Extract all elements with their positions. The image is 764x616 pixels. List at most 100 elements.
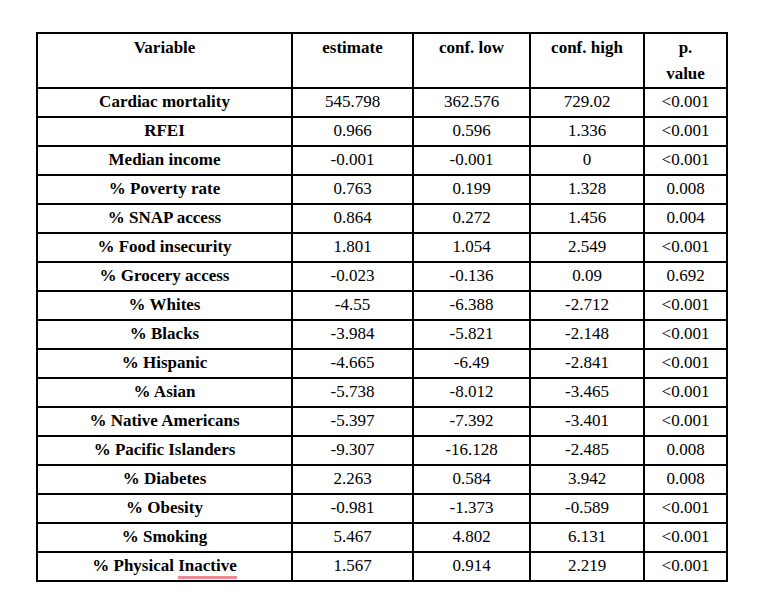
table-row: Median income-0.001-0.0010<0.001	[37, 146, 727, 175]
conf-low-cell: -16.128	[413, 436, 530, 465]
p-value-cell: 0.008	[644, 175, 727, 204]
conf-high-cell: 2.219	[530, 552, 644, 581]
table-row: % Whites-4.55-6.388-2.712<0.001	[37, 291, 727, 320]
column-header-variable: Variable	[37, 33, 292, 88]
conf-high-cell: 0.09	[530, 262, 644, 291]
conf-low-cell: 0.596	[413, 117, 530, 146]
p-value-cell: <0.001	[644, 523, 727, 552]
p-value-cell: 0.008	[644, 436, 727, 465]
variable-cell: % Poverty rate	[37, 175, 292, 204]
table-row: % SNAP access0.8640.2721.4560.004	[37, 204, 727, 233]
variable-cell: % Asian	[37, 378, 292, 407]
estimate-cell: 1.567	[292, 552, 413, 581]
table-row: % Obesity-0.981-1.373-0.589<0.001	[37, 494, 727, 523]
conf-high-cell: 2.549	[530, 233, 644, 262]
conf-low-cell: -6.388	[413, 291, 530, 320]
conf-high-cell: -2.148	[530, 320, 644, 349]
estimate-cell: 545.798	[292, 88, 413, 117]
conf-high-cell: -0.589	[530, 494, 644, 523]
column-header-conf-high: conf. high	[530, 33, 644, 88]
conf-low-cell: 0.199	[413, 175, 530, 204]
p-value-cell: <0.001	[644, 146, 727, 175]
variable-cell: % Blacks	[37, 320, 292, 349]
conf-high-cell: 1.328	[530, 175, 644, 204]
estimate-cell: 0.966	[292, 117, 413, 146]
p-value-cell: <0.001	[644, 320, 727, 349]
p-value-cell: <0.001	[644, 291, 727, 320]
estimate-cell: -0.023	[292, 262, 413, 291]
variable-cell: % SNAP access	[37, 204, 292, 233]
conf-low-cell: -1.373	[413, 494, 530, 523]
estimate-cell: 2.263	[292, 465, 413, 494]
estimate-cell: 5.467	[292, 523, 413, 552]
estimate-cell: -5.397	[292, 407, 413, 436]
table-row: % Native Americans-5.397-7.392-3.401<0.0…	[37, 407, 727, 436]
estimate-cell: -4.55	[292, 291, 413, 320]
table-row: % Grocery access-0.023-0.1360.090.692	[37, 262, 727, 291]
conf-high-cell: 1.456	[530, 204, 644, 233]
document-page: Variable estimate conf. low conf. high p…	[36, 32, 728, 582]
p-value-cell: 0.692	[644, 262, 727, 291]
variable-cell: % Pacific Islanders	[37, 436, 292, 465]
table-row: % Poverty rate0.7630.1991.3280.008	[37, 175, 727, 204]
conf-low-cell: 0.272	[413, 204, 530, 233]
conf-low-cell: 0.584	[413, 465, 530, 494]
conf-high-cell: -2.712	[530, 291, 644, 320]
table-row: % Physical Inactive1.5670.9142.219<0.001	[37, 552, 727, 581]
variable-cell: % Hispanic	[37, 349, 292, 378]
conf-high-cell: -3.401	[530, 407, 644, 436]
table-row: RFEI0.9660.5961.336<0.001	[37, 117, 727, 146]
estimate-cell: -9.307	[292, 436, 413, 465]
variable-cell: % Smoking	[37, 523, 292, 552]
table-row: Cardiac mortality545.798362.576729.02<0.…	[37, 88, 727, 117]
p-value-cell: <0.001	[644, 88, 727, 117]
conf-high-cell: 6.131	[530, 523, 644, 552]
conf-high-cell: -3.465	[530, 378, 644, 407]
estimate-cell: -3.984	[292, 320, 413, 349]
table-row: % Diabetes2.2630.5843.9420.008	[37, 465, 727, 494]
conf-high-cell: -2.485	[530, 436, 644, 465]
conf-low-cell: 362.576	[413, 88, 530, 117]
table-body: Cardiac mortality545.798362.576729.02<0.…	[37, 88, 727, 581]
conf-low-cell: -6.49	[413, 349, 530, 378]
p-value-cell: <0.001	[644, 494, 727, 523]
conf-low-cell: -0.136	[413, 262, 530, 291]
p-value-cell: 0.008	[644, 465, 727, 494]
p-value-cell: <0.001	[644, 349, 727, 378]
table-row: % Food insecurity1.8011.0542.549<0.001	[37, 233, 727, 262]
variable-cell: % Diabetes	[37, 465, 292, 494]
column-header-conf-low: conf. low	[413, 33, 530, 88]
p-value-cell: <0.001	[644, 552, 727, 581]
table-row: % Asian-5.738-8.012-3.465<0.001	[37, 378, 727, 407]
variable-cell: % Native Americans	[37, 407, 292, 436]
variable-label-text: % Physical	[92, 556, 178, 575]
p-value-cell: 0.004	[644, 204, 727, 233]
estimate-cell: -4.665	[292, 349, 413, 378]
conf-low-cell: 1.054	[413, 233, 530, 262]
p-value-cell: <0.001	[644, 378, 727, 407]
conf-high-cell: -2.841	[530, 349, 644, 378]
conf-high-cell: 0	[530, 146, 644, 175]
variable-cell: % Physical Inactive	[37, 552, 292, 581]
variable-cell: % Obesity	[37, 494, 292, 523]
table-row: % Pacific Islanders-9.307-16.128-2.4850.…	[37, 436, 727, 465]
header-row: Variable estimate conf. low conf. high p…	[37, 33, 727, 88]
estimate-cell: -0.981	[292, 494, 413, 523]
conf-low-cell: 4.802	[413, 523, 530, 552]
column-header-p-value: p. value	[644, 33, 727, 88]
variable-cell: RFEI	[37, 117, 292, 146]
estimate-cell: -0.001	[292, 146, 413, 175]
variable-cell: % Grocery access	[37, 262, 292, 291]
estimate-cell: 0.864	[292, 204, 413, 233]
conf-low-cell: -5.821	[413, 320, 530, 349]
misspelled-word: Inactive	[178, 556, 237, 579]
variable-cell: Cardiac mortality	[37, 88, 292, 117]
column-header-estimate: estimate	[292, 33, 413, 88]
estimate-cell: 0.763	[292, 175, 413, 204]
conf-high-cell: 3.942	[530, 465, 644, 494]
p-value-cell: <0.001	[644, 233, 727, 262]
conf-high-cell: 729.02	[530, 88, 644, 117]
estimate-cell: -5.738	[292, 378, 413, 407]
table-row: % Smoking5.4674.8026.131<0.001	[37, 523, 727, 552]
conf-low-cell: -0.001	[413, 146, 530, 175]
